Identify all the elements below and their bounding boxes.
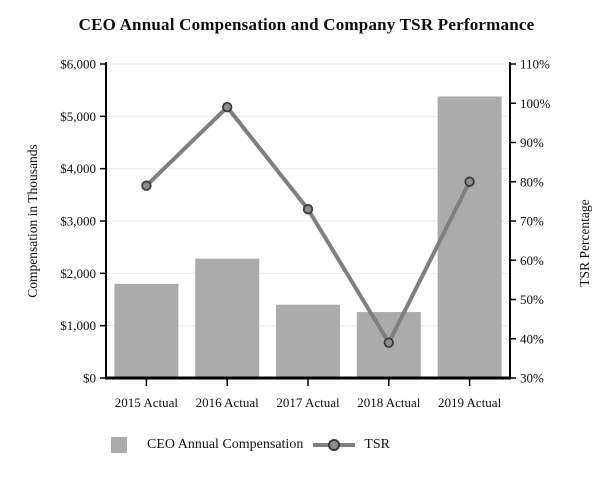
bar-2016 — [195, 258, 260, 378]
tsr-marker — [141, 180, 152, 191]
tsr-marker — [383, 337, 395, 348]
left-axis-tick-label: $0 — [83, 371, 96, 386]
right-axis-title: TSR Percentage — [577, 199, 592, 286]
x-axis-category-label: 2017 Actual — [276, 395, 340, 410]
left-axis-tick-label: $1,000 — [60, 318, 96, 333]
legend-bar-label: CEO Annual Compensation — [147, 437, 304, 452]
bar-2015 — [114, 283, 179, 378]
left-axis-tick-label: $6,000 — [60, 57, 96, 72]
x-axis-category-label: 2018 Actual — [357, 395, 421, 410]
left-axis-title: Compensation in Thousands — [25, 144, 40, 298]
right-axis-tick-label: 30% — [520, 371, 544, 386]
x-axis-category-label: 2016 Actual — [196, 395, 260, 410]
right-axis-tick-label: 80% — [520, 174, 544, 189]
tsr-marker — [221, 101, 233, 113]
chart-title: CEO Annual Compensation and Company TSR … — [78, 15, 535, 34]
x-axis-category-label: 2015 Actual — [115, 395, 179, 410]
chart-legend: CEO Annual Compensation TSR — [111, 435, 390, 455]
right-axis-tick-label: 50% — [520, 292, 544, 307]
right-axis-tick-label: 110% — [520, 57, 550, 72]
right-axis-tick-label: 90% — [520, 135, 544, 150]
right-axis-tick-label: 60% — [520, 253, 544, 268]
bar-2019 — [437, 96, 502, 379]
bar-2017 — [276, 304, 340, 378]
right-axis-tick-label: 100% — [520, 96, 551, 111]
right-axis-tick-label: 40% — [520, 331, 544, 346]
tsr-marker — [302, 204, 314, 215]
legend-line-swatch — [313, 439, 356, 451]
left-axis-tick-label: $5,000 — [60, 109, 96, 124]
left-axis-tick-label: $4,000 — [60, 161, 96, 176]
legend-tsr-label: TSR — [364, 437, 391, 452]
legend-bar-swatch — [111, 437, 127, 453]
x-axis-category-label: 2019 Actual — [438, 395, 502, 410]
tsr-marker — [464, 176, 475, 187]
left-axis-tick-label: $3,000 — [60, 214, 96, 229]
left-axis-tick-label: $2,000 — [60, 266, 96, 281]
legend-line-marker-icon — [328, 439, 341, 451]
right-axis-tick-label: 70% — [520, 214, 544, 229]
